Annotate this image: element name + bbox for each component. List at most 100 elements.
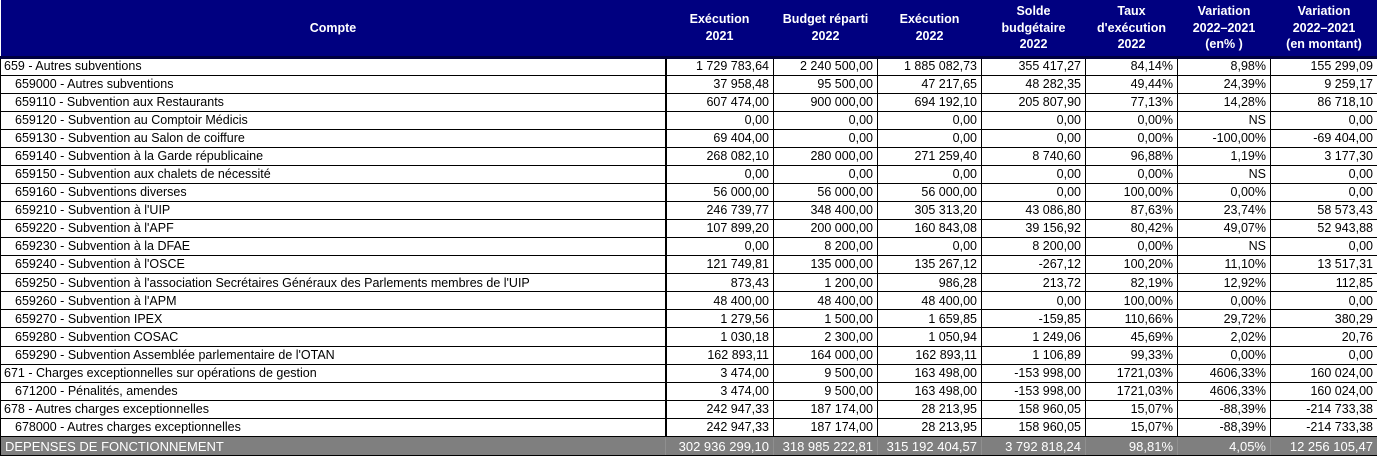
column-header-compte: Compte — [0, 0, 666, 59]
column-header-line: 2022–2021 — [1192, 20, 1256, 35]
solde-budgetaire-2022-cell: 0,00 — [981, 110, 1086, 130]
taux-execution-2022-cell: 96,88% — [1085, 146, 1178, 166]
column-header-line: Variation — [1197, 4, 1251, 18]
taux-execution-2022-cell: 15,07% — [1085, 399, 1178, 419]
compte-cell: 678 - Autres charges exceptionnelles — [0, 399, 667, 419]
execution-2021-cell: 1 030,18 — [665, 327, 774, 347]
footer-execution-2022-cell: 315 192 404,57 — [877, 436, 982, 456]
column-header-line: Budget réparti — [782, 12, 869, 27]
execution-2021-cell: 3 474,00 — [665, 363, 774, 383]
compte-cell: 671200 - Pénalités, amendes — [0, 381, 667, 401]
execution-2022-cell: 305 313,20 — [877, 200, 982, 221]
variation-2022-2021-pct-cell: -88,39% — [1177, 417, 1271, 438]
compte-cell: 659150 - Subvention aux chalets de néces… — [0, 164, 667, 184]
column-header-line: Exécution — [689, 12, 750, 27]
execution-2022-cell: 694 192,10 — [877, 92, 982, 112]
taux-execution-2022-cell: 15,07% — [1085, 417, 1178, 438]
compte-cell: 659260 - Subvention à l'APM — [0, 291, 667, 311]
table-row: 678 - Autres charges exceptionnelles 242 … — [0, 399, 1377, 419]
solde-budgetaire-2022-cell: -267,12 — [981, 255, 1086, 275]
execution-2021-cell: 121 749,81 — [665, 255, 774, 275]
variation-2022-2021-pct-cell: 49,07% — [1177, 219, 1271, 239]
variation-2022-2021-montant-cell: 0,00 — [1270, 164, 1377, 184]
variation-2022-2021-montant-cell: 0,00 — [1270, 345, 1377, 365]
variation-2022-2021-montant-cell: 160 024,00 — [1270, 363, 1377, 383]
budget-reparti-2022-cell: 164 000,00 — [773, 345, 878, 365]
budget-reparti-2022-cell: 900 000,00 — [773, 92, 878, 112]
solde-budgetaire-2022-cell: 8 200,00 — [981, 237, 1086, 257]
execution-2021-cell: 37 958,48 — [665, 74, 774, 94]
variation-2022-2021-pct-cell: 4606,33% — [1177, 381, 1271, 401]
execution-2021-cell: 246 739,77 — [665, 200, 774, 221]
taux-execution-2022-cell: 0,00% — [1085, 110, 1178, 130]
budget-reparti-2022-cell: 56 000,00 — [773, 182, 878, 203]
solde-budgetaire-2022-cell: -153 998,00 — [981, 363, 1086, 383]
compte-cell: 678000 - Autres charges exceptionnelles — [0, 417, 667, 438]
table-row: 659120 - Subvention au Comptoir Médicis 0… — [0, 110, 1377, 130]
footer-taux-execution-2022-cell: 98,81% — [1085, 436, 1178, 456]
solde-budgetaire-2022-cell: -153 998,00 — [981, 381, 1086, 401]
compte-cell: 659240 - Subvention à l'OSCE — [0, 255, 667, 275]
table-row: 671200 - Pénalités, amendes 3 474,00 9 500… — [0, 381, 1377, 401]
compte-cell: 659000 - Autres subventions — [0, 74, 667, 94]
column-header-budget-reparti-2022: Budget réparti 2022 — [773, 0, 878, 59]
table-row: 671 - Charges exceptionnelles sur opérat… — [0, 363, 1377, 383]
variation-2022-2021-montant-cell: -214 733,38 — [1270, 399, 1377, 419]
column-header-line: 2022 — [915, 28, 944, 43]
budget-reparti-2022-cell: 187 174,00 — [773, 417, 878, 438]
variation-2022-2021-pct-cell: 8,98% — [1177, 56, 1271, 76]
taux-execution-2022-cell: 1721,03% — [1085, 381, 1178, 401]
execution-2021-cell: 0,00 — [665, 164, 774, 184]
execution-2021-cell: 0,00 — [665, 110, 774, 130]
column-header-solde-budgetaire-2022: Solde budgétaire 2022 — [981, 0, 1086, 59]
solde-budgetaire-2022-cell: 0,00 — [981, 291, 1086, 311]
execution-2021-cell: 242 947,33 — [665, 417, 774, 438]
budget-reparti-2022-cell: 0,00 — [773, 128, 878, 148]
taux-execution-2022-cell: 84,14% — [1085, 56, 1178, 76]
column-header-line: Taux — [1117, 4, 1146, 18]
variation-2022-2021-pct-cell: 11,10% — [1177, 255, 1271, 275]
variation-2022-2021-pct-cell: 29,72% — [1177, 309, 1271, 329]
execution-2022-cell: 1 659,85 — [877, 309, 982, 329]
compte-cell: 659140 - Subvention à la Garde républica… — [0, 146, 667, 166]
variation-2022-2021-pct-cell: 24,39% — [1177, 74, 1271, 94]
taux-execution-2022-cell: 99,33% — [1085, 345, 1178, 365]
variation-2022-2021-pct-cell: 4606,33% — [1177, 363, 1271, 383]
column-header-line: (en% ) — [1205, 37, 1243, 51]
budget-reparti-2022-cell: 9 500,00 — [773, 381, 878, 401]
taux-execution-2022-cell: 0,00% — [1085, 128, 1178, 148]
budget-reparti-2022-cell: 8 200,00 — [773, 237, 878, 257]
variation-2022-2021-montant-cell: 112,85 — [1270, 273, 1377, 293]
compte-cell: 659250 - Subvention à l'association Secr… — [0, 273, 667, 293]
budget-reparti-2022-cell: 95 500,00 — [773, 74, 878, 94]
taux-execution-2022-cell: 45,69% — [1085, 327, 1178, 347]
variation-2022-2021-pct-cell: 0,00% — [1177, 182, 1271, 203]
budget-reparti-2022-cell: 135 000,00 — [773, 255, 878, 275]
footer-row: DEPENSES DE FONCTIONNEMENT 302 936 299,10… — [0, 436, 1377, 456]
execution-2022-cell: 56 000,00 — [877, 182, 982, 203]
table-row: 678000 - Autres charges exceptionnelles 2… — [0, 417, 1377, 438]
column-header-taux-execution-2022: Taux d'exécution 2022 — [1085, 0, 1178, 59]
table-row: 659270 - Subvention IPEX 1 279,56 1 500,00… — [0, 309, 1377, 329]
table-row: 659210 - Subvention à l'UIP 246 739,77 348… — [0, 200, 1377, 221]
column-header-line: 2021 — [705, 28, 734, 43]
compte-cell: 659110 - Subvention aux Restaurants — [0, 92, 667, 112]
execution-2021-cell: 242 947,33 — [665, 399, 774, 419]
taux-execution-2022-cell: 49,44% — [1085, 74, 1178, 94]
compte-cell: 659 - Autres subventions — [0, 56, 667, 76]
solde-budgetaire-2022-cell: 355 417,27 — [981, 56, 1086, 76]
execution-2021-cell: 69 404,00 — [665, 128, 774, 148]
budget-reparti-2022-cell: 280 000,00 — [773, 146, 878, 166]
footer-variation-2022-2021-pct-cell: 4,05% — [1177, 436, 1271, 456]
table-row: 659150 - Subvention aux chalets de néces… — [0, 164, 1377, 184]
budget-reparti-2022-cell: 1 200,00 — [773, 273, 878, 293]
budget-reparti-2022-cell: 2 300,00 — [773, 327, 878, 347]
variation-2022-2021-montant-cell: 160 024,00 — [1270, 381, 1377, 401]
footer-budget-reparti-2022-cell: 318 985 222,81 — [773, 436, 878, 456]
variation-2022-2021-montant-cell: -214 733,38 — [1270, 417, 1377, 438]
footer-solde-budgetaire-2022-cell: 3 792 818,24 — [981, 436, 1086, 456]
execution-2021-cell: 1 279,56 — [665, 309, 774, 329]
column-header-line: (en montant) — [1286, 37, 1362, 51]
taux-execution-2022-cell: 1721,03% — [1085, 363, 1178, 383]
